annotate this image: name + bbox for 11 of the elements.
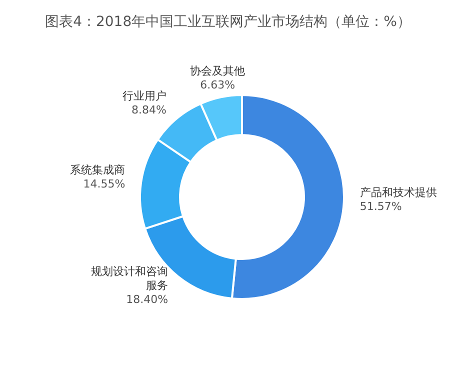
data-label: 8.84% (132, 103, 166, 116)
slice-label: 行业用户 (122, 89, 166, 102)
slice-label: 产品和技术提供 (360, 186, 437, 199)
data-label: 6.63% (200, 78, 236, 92)
chart-title: 图表4：2018年中国工业互联网产业市场结构（单位：%） (44, 13, 412, 32)
slice-label: 协会及其他 (190, 64, 246, 78)
slice-label: 规划设计和咨询服务 (91, 264, 168, 292)
slice-label: 系统集成商 (70, 163, 126, 176)
data-label: 14.55% (83, 177, 126, 190)
data-label: 18.40% (126, 292, 168, 306)
data-label: 51.57% (360, 200, 402, 213)
